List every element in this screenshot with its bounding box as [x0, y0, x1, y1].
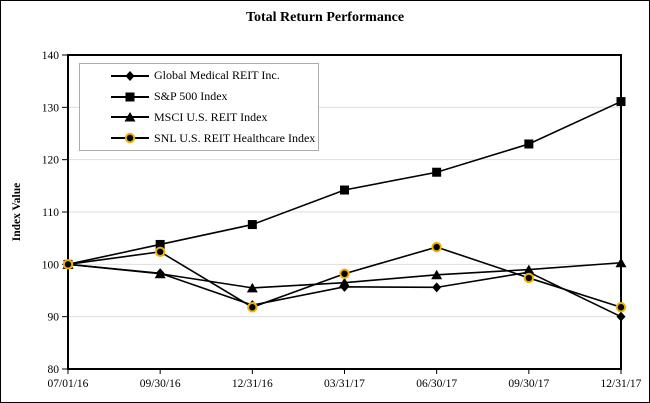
y-tick-label: 130 — [42, 102, 60, 114]
square-marker — [616, 97, 626, 107]
triangle-marker — [154, 268, 166, 279]
triangle-marker — [246, 282, 258, 293]
circle-marker — [154, 246, 166, 257]
circle-marker — [431, 241, 442, 253]
triangle-marker — [523, 264, 535, 275]
x-tick-label: 06/30/17 — [416, 378, 457, 390]
legend-label: SNL U.S. REIT Healthcare Index — [154, 130, 316, 145]
diamond-marker — [432, 282, 442, 293]
square-marker — [524, 139, 534, 149]
y-tick-label: 90 — [48, 312, 60, 324]
x-tick-label: 03/31/17 — [324, 378, 365, 390]
legend: Global Medical REIT Inc. S&P 500 Index M… — [79, 63, 319, 151]
square-marker — [432, 167, 442, 177]
y-tick-label: 140 — [42, 50, 60, 62]
circle-marker-icon — [111, 132, 149, 144]
diamond-marker-icon — [111, 70, 149, 81]
triangle-marker — [431, 269, 443, 280]
x-tick-label: 07/01/16 — [48, 378, 89, 390]
y-tick-label: 80 — [48, 364, 60, 376]
legend-item-sp500: S&P 500 Index — [110, 88, 318, 106]
legend-item-msci-us-reit: MSCI U.S. REIT Index — [110, 108, 318, 126]
x-tick-label: 12/31/16 — [232, 378, 273, 390]
legend-label: S&P 500 Index — [154, 89, 228, 104]
legend-item-snl-us-reit-healthcare: SNL U.S. REIT Healthcare Index — [110, 129, 318, 147]
circle-marker — [615, 302, 627, 313]
legend-item-global-medical-reit: Global Medical REIT Inc. — [110, 67, 318, 85]
circle-marker — [523, 272, 535, 284]
legend-label: Global Medical REIT Inc. — [154, 68, 280, 83]
square-marker — [155, 239, 165, 249]
circle-marker — [247, 302, 258, 313]
y-tick-label: 110 — [42, 207, 59, 219]
square-marker — [247, 220, 257, 230]
x-tick-label: 09/30/17 — [508, 378, 549, 390]
diamond-marker — [125, 70, 135, 81]
diamond-marker — [616, 311, 626, 322]
triangle-marker-icon — [111, 112, 149, 122]
square-marker — [340, 185, 349, 195]
x-tick-label: 09/30/16 — [140, 378, 181, 390]
circle-marker — [339, 268, 350, 279]
square-marker — [125, 92, 135, 102]
circle-marker — [62, 259, 74, 270]
triangle-marker — [124, 112, 136, 122]
legend-label: MSCI U.S. REIT Index — [154, 109, 268, 124]
chart-title: Total Return Performance — [245, 10, 405, 25]
circle-marker — [124, 132, 136, 144]
y-tick-label: 100 — [42, 259, 60, 271]
x-tick-label: 12/31/17 — [601, 378, 642, 390]
triangle-marker — [339, 277, 350, 288]
triangle-marker — [615, 257, 627, 268]
y-tick-label: 120 — [42, 155, 60, 167]
square-marker-icon — [111, 92, 149, 102]
